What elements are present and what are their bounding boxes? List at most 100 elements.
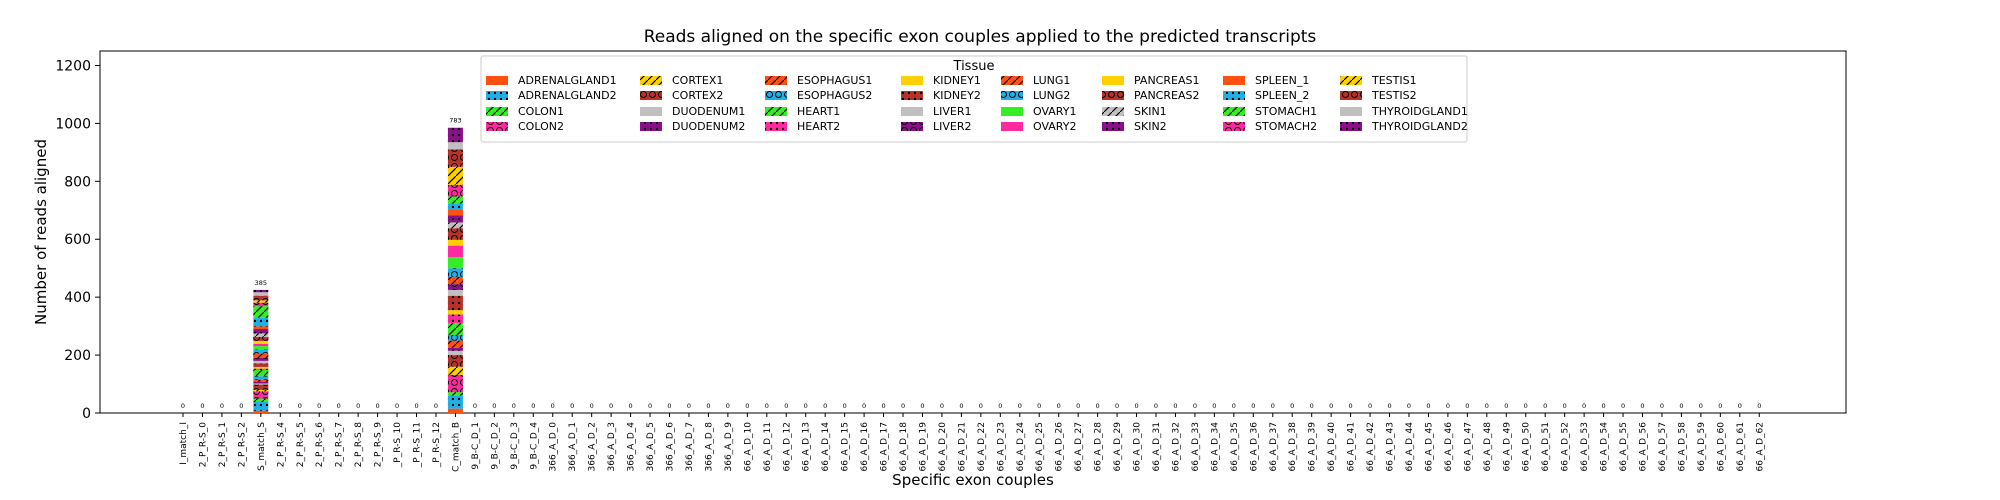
x-tick-label: 66_A_D_62 [1755,422,1765,472]
bar-segment-hatch [253,379,269,382]
bar-total-label: 0 [181,402,185,410]
x-tick-label: 9_B-C_D_2 [490,422,500,470]
y-tick-label: 600 [64,232,91,248]
x-tick-label: S_match_S [257,422,267,471]
bar-segment-hatch [447,347,463,351]
bar-segment-hatch [253,317,269,327]
legend-label: OVARY2 [1033,120,1076,133]
legend-label: STOMACH2 [1255,120,1317,133]
legend-label: TESTIS2 [1371,89,1417,102]
bar-total-label: 0 [1485,402,1489,410]
bar-total-label: 0 [1582,402,1586,410]
x-tick-label: 66_A_D_11 [763,422,773,472]
y-tick-label: 1000 [55,116,91,132]
bar-total-label: 0 [395,402,399,410]
bar-total-label: 0 [1271,402,1275,410]
bar-total-label: 0 [1563,402,1567,410]
legend-label: PANCREAS2 [1134,89,1199,102]
bar-total-label: 0 [804,402,808,410]
bar-segment-hatch [253,300,269,303]
bar-segment-hatch [447,374,463,393]
bar-total-label: 0 [278,402,282,410]
bar-total-label: 0 [667,402,671,410]
bar-total-label: 0 [726,402,730,410]
bar-segment-hatch [253,384,269,390]
legend-swatch-hatch [1340,91,1362,100]
x-tick-label: 66_A_D_21 [957,422,967,472]
legend-label: ADRENALGLAND2 [518,89,617,102]
bar-total-label: 0 [881,402,885,410]
bar-segment-hatch [253,289,269,293]
x-tick-label: 66_A_D_33 [1191,422,1201,472]
bar-total-label: 0 [1232,402,1236,410]
bar-segment-hatch [253,363,269,367]
bar-total-label: 0 [1329,402,1333,410]
x-tick-label: 66_A_D_43 [1386,422,1396,472]
legend-label: KIDNEY2 [933,89,981,102]
x-tick-label: 66_A_D_38 [1288,422,1298,472]
bar-segment [253,346,269,350]
x-tick-label: 66_A_D_13 [802,422,812,472]
legend-label: TESTIS1 [1371,74,1417,87]
bar-total-label: 0 [376,402,380,410]
x-axis-label: Specific exon couples [892,471,1054,489]
legend-swatch-hatch [1340,76,1362,85]
y-tick-label: 1200 [55,58,91,74]
bar-total-label: 0 [706,402,710,410]
legend-swatch-hatch [640,76,662,85]
bar-total-label: 0 [434,402,438,410]
bar-total-label: 0 [648,402,652,410]
legend-swatch-hatch [640,122,662,131]
legend-label: SKIN2 [1134,120,1167,133]
bar-segment [253,343,269,347]
bar-segment-hatch [253,391,269,399]
x-tick-label: 366_A_D_8 [704,422,714,472]
bar-total-label: 0 [998,402,1002,410]
legend-swatch-hatch [765,122,787,131]
bar-total-label: 0 [862,402,866,410]
legend-label: ESOPHAGUS2 [797,89,872,102]
x-tick-label: 66_A_D_44 [1405,422,1415,472]
x-tick-label: 66_A_D_25 [1035,422,1045,472]
bar-segment [253,326,269,330]
bar-total-label: 0 [1310,402,1314,410]
bar-segment-hatch [447,203,463,210]
x-tick-label: 9_B-C_D_4 [529,422,539,470]
x-tick-label: 66_A_D_18 [899,422,909,472]
bar-segment-hatch [447,228,463,240]
legend: Tissue ADRENALGLAND1 ADRENALGLAND2 COLON1 C… [480,55,1468,143]
x-tick-label: 66_A_D_54 [1600,422,1610,472]
x-tick-label: 366_A_D_5 [646,422,656,472]
bar-segment-hatch [253,357,269,361]
bar-segment-hatch [253,295,269,301]
legend-swatch-hatch [1223,122,1245,131]
legend-swatch-hatch [1223,91,1245,100]
bar-segment [253,383,269,385]
bar-total-label: 0 [1212,402,1216,410]
bar-total-label: 0 [1757,402,1761,410]
bar-segment [253,360,269,364]
bar-total-label: 0 [551,402,555,410]
bar-total-labels: 0 0 0 0 385 0 0 0 0 0 0 0 0 0 783 0 0 0 0 0 0 0 0 0 0 0 0 0 0 0 0 0 0 0 0 0… [181,117,1761,410]
x-tick-label: 66_A_D_10 [743,422,753,472]
bar-segment-hatch [447,268,463,277]
bar-total-label: 0 [1621,402,1625,410]
x-tick-label: 66_A_D_14 [821,422,831,472]
bar-segment-hatch [447,222,463,229]
legend-swatch-hatch [901,122,923,131]
bar-segment-hatch [253,336,269,341]
bar-total-label: 0 [745,402,749,410]
legend-label: THYROIDGLAND1 [1371,105,1468,118]
bar-total-label: 0 [531,402,535,410]
x-tick-label: _P_R-S_11 [413,422,423,468]
bar-total-label: 0 [1504,402,1508,410]
bar-total-label: 0 [1524,402,1528,410]
legend-label: LUNG1 [1033,74,1070,87]
x-tick-label: 66_A_D_32 [1171,422,1181,472]
bar-segment-hatch [253,369,269,377]
y-tick-label: 400 [64,290,91,306]
legend-label: KIDNEY1 [933,74,981,87]
legend-swatch [1102,76,1124,85]
y-tick-label: 200 [64,348,91,364]
x-tick-label: 66_A_D_52 [1561,422,1571,472]
